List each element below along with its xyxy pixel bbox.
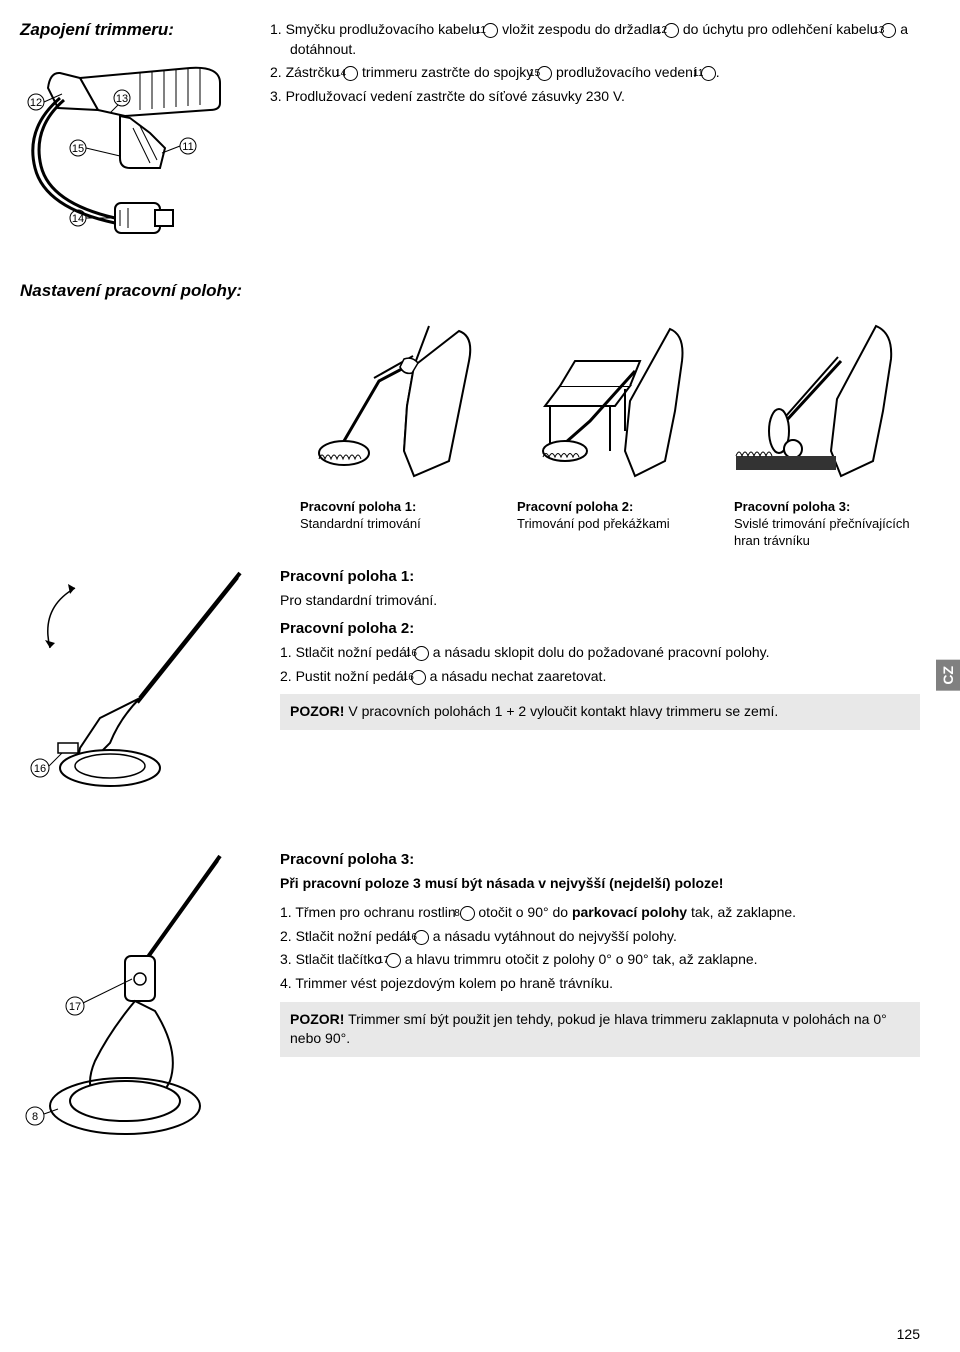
ref-16-inline-a: 16 [414,646,429,661]
connection-heading: Zapojení trimmeru: [20,20,250,40]
ref-13-inline: 13 [881,23,896,38]
pos2-step1: 1. Stlačit nožní pedál 16 a násadu sklop… [300,643,920,663]
step-1: 1. Smyčku prodlužovacího kabelu 11 vloži… [290,20,920,59]
ref-13: 13 [116,93,128,105]
rotate-diagram: 17 8 [20,851,250,1151]
caption-1: Pracovní poloha 1:Standardní trimování [300,499,486,550]
ref-11: 11 [182,141,193,153]
ref-8: 8 [32,1111,38,1123]
pos2-heading: Pracovní poloha 2: [280,620,920,637]
ref-16-inline-c: 16 [414,930,429,945]
caption-3: Pracovní poloha 3:Svislé trimování přečn… [734,499,920,550]
step-3: 3. Prodlužovací vedení zastrčte do síťov… [290,87,920,107]
ref-15-inline: 15 [537,66,552,81]
pos3-heading: Pracovní poloha 3: [280,851,920,868]
ref-8-inline: 8 [460,906,475,921]
pos3-lead: Při pracovní poloze 3 musí být násada v … [280,874,920,894]
ref-11-inline-b: 11 [701,66,716,81]
position-3-illustration [731,311,911,481]
position-1-illustration [309,311,489,481]
pos1-heading: Pracovní poloha 1: [280,568,920,585]
pos381-notice: POZOR! Trimmer smí být použit jen tehdy,… [280,1002,920,1057]
ref-11-inline: 11 [483,23,498,38]
ref-15: 15 [72,143,84,155]
pos3-step1: 1. Třmen pro ochranu rostlin 8 otočit o … [300,903,920,923]
ref-17: 17 [69,1001,81,1013]
trimmer-plug-diagram: 12 13 11 15 14 [20,48,250,248]
step-2: 2. Zástrčku 14 trimmeru zastrčte do spoj… [290,63,920,83]
caption-2: Pracovní poloha 2:Trimování pod překážka… [517,499,703,550]
ref-12-inline: 12 [664,23,679,38]
pos3-step4: 4. Trimmer vést pojezdovým kolem po hran… [300,974,920,994]
position-2-illustration [520,311,700,481]
ref-12: 12 [30,97,42,109]
ref-14: 14 [72,213,84,225]
ref-16: 16 [34,763,46,775]
adjust-heading: Nastavení pracovní polohy: [20,281,920,301]
pos3-step3: 3. Stlačit tlačítko 17 a hlavu trimmru o… [300,950,920,970]
ref-16-inline-b: 16 [411,670,426,685]
page-number: 125 [897,1326,920,1342]
ref-14-inline: 14 [343,66,358,81]
pos1-desc: Pro standardní trimování. [280,591,920,611]
pos2-step2: 2. Pustit nožní pedál 16 a násadu nechat… [300,667,920,687]
tilt-diagram: 16 [20,568,250,828]
pos2-notice: POZOR! V pracovních polohách 1 + 2 vylou… [280,694,920,730]
ref-17-inline: 17 [386,953,401,968]
pos3-step2: 2. Stlačit nožní pedál 16 a násadu vytáh… [300,927,920,947]
language-tab: CZ [936,660,960,691]
